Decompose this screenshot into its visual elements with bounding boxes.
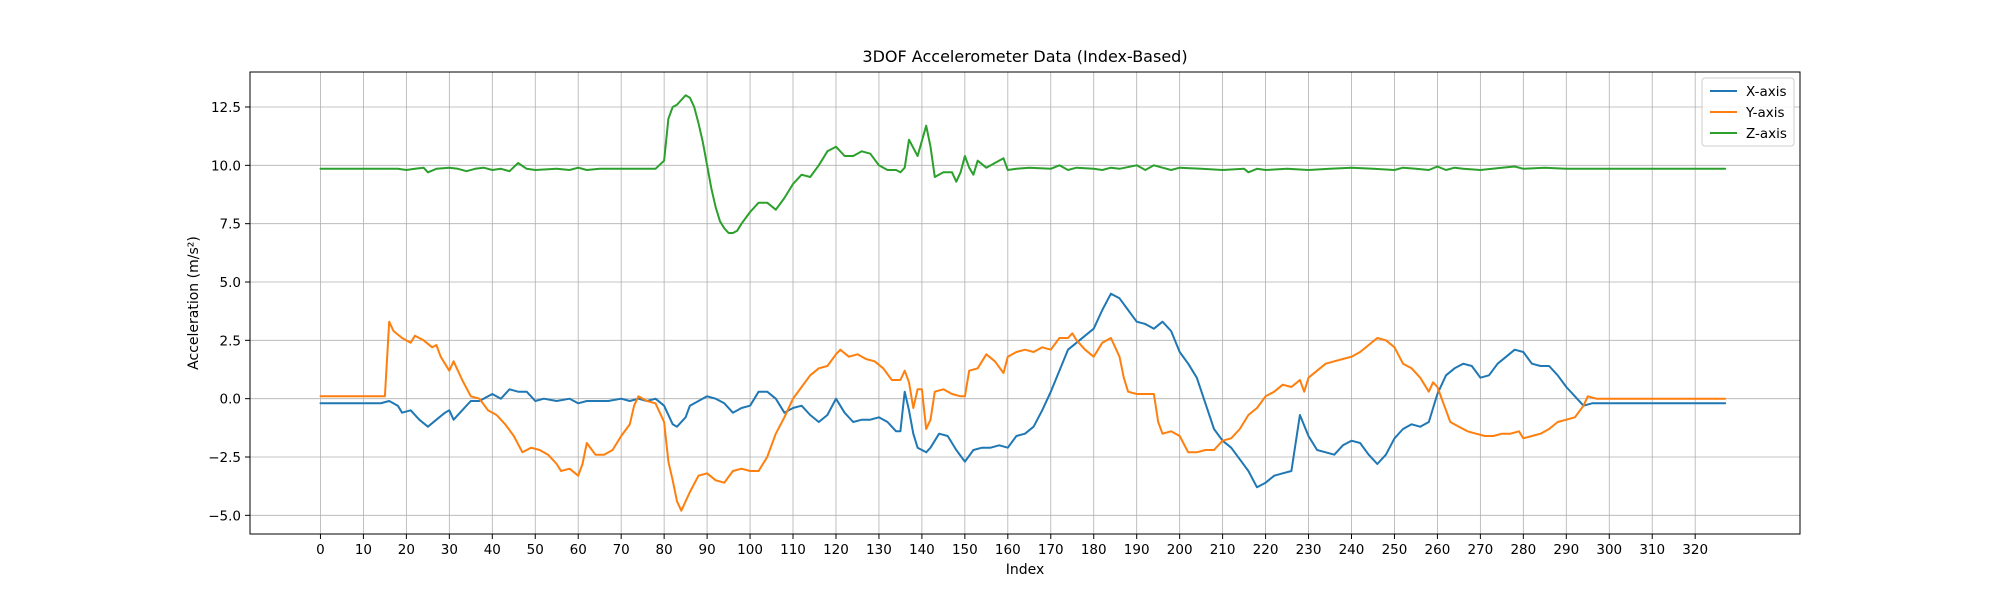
- x-tick-label: 120: [823, 542, 849, 558]
- x-tick-label: 80: [656, 542, 673, 558]
- legend-label-z-axis: Z-axis: [1746, 126, 1787, 142]
- x-tick-label: 20: [398, 542, 415, 558]
- x-tick-label: 100: [737, 542, 763, 558]
- y-tick-label: 7.5: [220, 217, 241, 233]
- x-axis-label: Index: [1006, 562, 1045, 578]
- x-tick-label: 150: [952, 542, 978, 558]
- x-tick-label: 250: [1382, 542, 1408, 558]
- x-tick-label: 300: [1596, 542, 1622, 558]
- y-tick-label: 0.0: [220, 392, 241, 408]
- y-axis-ticks: −5.0 −2.5 0.0 2.5 5.0 7.5 10.0 12.5: [208, 100, 250, 524]
- x-tick-label: 70: [613, 542, 630, 558]
- x-tick-label: 280: [1510, 542, 1536, 558]
- x-tick-label: 10: [355, 542, 372, 558]
- x-tick-label: 190: [1124, 542, 1150, 558]
- series-line-z-axis: [319, 94, 1727, 234]
- x-tick-label: 170: [1038, 542, 1064, 558]
- x-tick-label: 60: [570, 542, 587, 558]
- y-tick-label: −5.0: [208, 508, 241, 524]
- legend: X-axis Y-axis Z-axis: [1701, 77, 1795, 147]
- x-tick-label: 110: [780, 542, 806, 558]
- chart-title: 3DOF Accelerometer Data (Index-Based): [862, 47, 1187, 66]
- data-series: [319, 94, 1727, 512]
- x-tick-label: 50: [527, 542, 544, 558]
- x-tick-label: 30: [441, 542, 458, 558]
- y-tick-label: 5.0: [220, 275, 241, 291]
- x-tick-label: 260: [1425, 542, 1451, 558]
- x-tick-label: 270: [1467, 542, 1493, 558]
- x-tick-label: 180: [1081, 542, 1107, 558]
- x-tick-label: 220: [1253, 542, 1279, 558]
- x-axis-ticks: 0 10 20 30 40 50 60 70 80 90 100 110 120 130 140 150 160…: [316, 534, 1708, 558]
- x-tick-label: 160: [995, 542, 1021, 558]
- x-tick-label: 40: [484, 542, 501, 558]
- legend-label-x-axis: X-axis: [1746, 84, 1787, 100]
- y-tick-label: −2.5: [208, 450, 241, 466]
- x-tick-label: 230: [1296, 542, 1322, 558]
- y-tick-label: 10.0: [211, 158, 241, 174]
- x-tick-label: 310: [1639, 542, 1665, 558]
- x-tick-label: 200: [1167, 542, 1193, 558]
- x-tick-label: 290: [1553, 542, 1579, 558]
- grid-lines: [250, 72, 1800, 534]
- legend-box: [1701, 77, 1795, 147]
- x-tick-label: 320: [1682, 542, 1708, 558]
- plot-area-frame: [249, 71, 1801, 535]
- y-axis-label: Acceleration (m/s²): [186, 236, 202, 370]
- legend-label-y-axis: Y-axis: [1745, 105, 1785, 121]
- x-tick-label: 140: [909, 542, 935, 558]
- series-line-x-axis: [319, 292, 1727, 489]
- x-tick-label: 240: [1339, 542, 1365, 558]
- x-tick-label: 0: [316, 542, 325, 558]
- y-tick-label: 12.5: [211, 100, 241, 116]
- plot-area-background: [250, 72, 1800, 534]
- y-tick-label: 2.5: [220, 333, 241, 349]
- x-tick-label: 90: [699, 542, 716, 558]
- series-line-y-axis: [319, 320, 1727, 512]
- x-tick-label: 210: [1210, 542, 1236, 558]
- x-tick-label: 130: [866, 542, 892, 558]
